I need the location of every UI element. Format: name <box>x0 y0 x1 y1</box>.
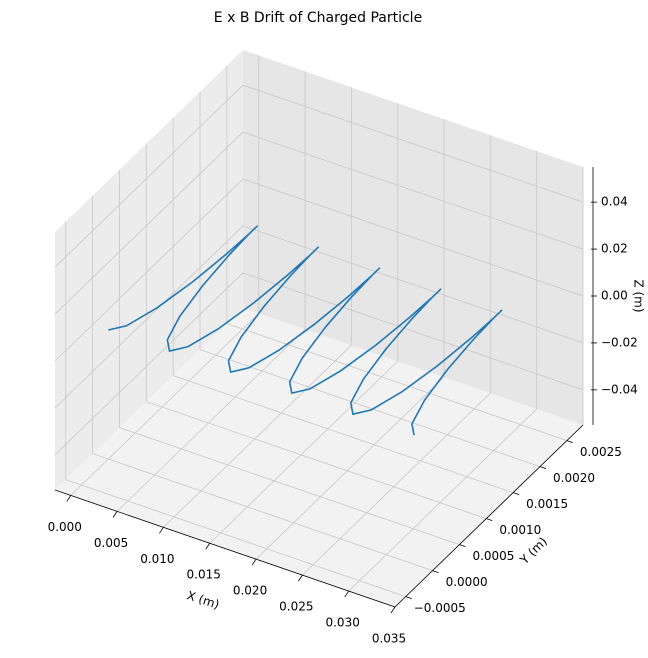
tick-mark <box>566 440 574 443</box>
grid-line <box>242 84 584 203</box>
chart-title: E x B Drift of Charged Particle <box>214 10 422 26</box>
x-tick-label: 0.005 <box>94 536 128 550</box>
tick-mark <box>405 596 412 599</box>
tick-mark <box>251 558 257 566</box>
axis-line <box>394 424 584 608</box>
y-tick-label: −0.0005 <box>414 601 466 615</box>
grid-line <box>163 345 352 528</box>
grid-line <box>173 375 514 493</box>
grid-line <box>54 131 244 315</box>
y-tick-label: 0.0000 <box>446 575 488 589</box>
y-tick-label: 0.0015 <box>526 497 568 511</box>
tick-mark <box>539 466 547 469</box>
grid-line <box>242 225 584 344</box>
y-tick-label: 0.0005 <box>472 549 514 563</box>
x-tick-label: 0.010 <box>140 552 174 566</box>
y-tick-label: 0.0025 <box>580 445 622 459</box>
grid-line <box>54 272 244 456</box>
grid-line <box>242 178 584 297</box>
y-axis-label: Y (m) <box>517 534 550 567</box>
grid-line <box>119 427 460 545</box>
x-tick-label: 0.000 <box>48 520 82 534</box>
grid-line <box>348 408 537 592</box>
grid-line <box>226 323 568 441</box>
y-tick-label: 0.0020 <box>553 471 595 485</box>
trajectory-line <box>108 225 503 436</box>
tick-mark <box>459 544 466 547</box>
grid-line <box>199 349 541 467</box>
grid-line <box>302 392 491 576</box>
tick-mark <box>159 527 164 534</box>
grid-line <box>65 479 406 597</box>
tick-mark <box>432 570 439 573</box>
y-tick-label: 0.0010 <box>499 523 541 537</box>
axis-line <box>54 489 396 608</box>
z-tick-label: 0.02 <box>601 242 628 256</box>
tick-mark <box>513 492 520 495</box>
x-tick-label: 0.030 <box>325 616 359 630</box>
z-tick-label: 0.00 <box>601 289 628 303</box>
grid-line <box>242 131 584 250</box>
z-tick-label: −0.04 <box>601 382 638 396</box>
x-tick-label: 0.025 <box>279 600 313 614</box>
grid-line <box>70 313 260 496</box>
grid-line <box>116 329 306 512</box>
grid-line <box>255 376 445 560</box>
tick-mark <box>298 574 303 582</box>
grid-line <box>209 360 398 544</box>
grid-line <box>54 225 244 409</box>
z-axis-label: Z (m) <box>632 279 646 312</box>
x-tick-label: 0.020 <box>233 584 267 598</box>
z-tick-label: −0.02 <box>601 335 638 349</box>
grid-line <box>92 453 433 571</box>
x-axis-label: X (m) <box>185 588 221 612</box>
x-tick-label: 0.015 <box>187 568 221 582</box>
tick-mark <box>112 511 118 518</box>
grid-line <box>54 84 244 268</box>
tick-mark <box>344 590 350 598</box>
grid-line <box>54 178 244 362</box>
tick-mark <box>205 543 211 550</box>
grid-line <box>242 272 584 391</box>
x-tick-label: 0.035 <box>372 632 406 646</box>
grid-line <box>146 401 487 519</box>
z-tick-label: 0.04 <box>601 195 628 209</box>
tick-mark <box>66 495 72 502</box>
tick-mark <box>390 606 396 614</box>
tick-mark <box>486 518 493 521</box>
